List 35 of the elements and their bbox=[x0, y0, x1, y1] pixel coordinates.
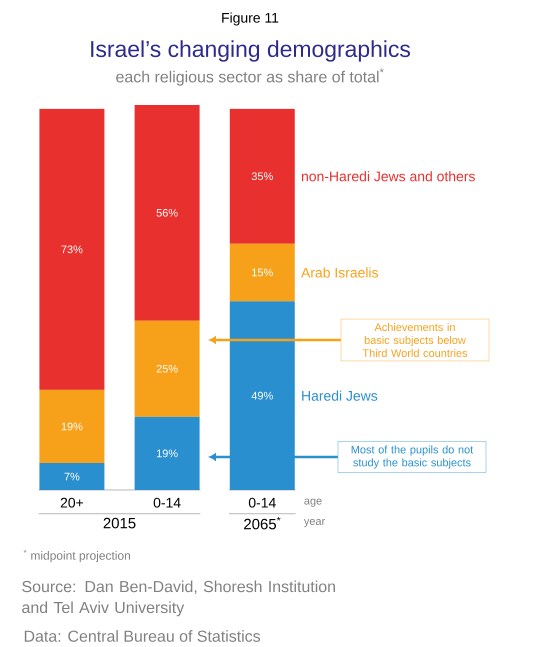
data-label: 25% bbox=[156, 364, 178, 373]
bar bbox=[134, 104, 200, 321]
source-note: Source: Dan Ben-David, Shoresh Institution and Tel Aviv University bbox=[22, 580, 335, 616]
bar bbox=[134, 416, 200, 490]
data-label: 7% bbox=[64, 472, 80, 480]
x-tick-label: 20+ bbox=[60, 498, 84, 508]
data-label: 35% bbox=[252, 172, 273, 180]
data-label: 15% bbox=[252, 268, 273, 276]
data-label: 56% bbox=[156, 208, 178, 217]
bar bbox=[134, 320, 200, 417]
bar bbox=[39, 108, 104, 390]
bar bbox=[39, 463, 104, 490]
data-label: 19% bbox=[62, 422, 82, 430]
x-tick-label: 0-14 bbox=[248, 498, 276, 508]
text: age bbox=[304, 498, 322, 507]
bar bbox=[230, 244, 295, 302]
bar bbox=[39, 390, 104, 464]
chart-title: Israel’s changing demographics bbox=[91, 40, 410, 62]
bar bbox=[230, 108, 295, 244]
text: $^{*}$ midpoint projection bbox=[24, 550, 130, 562]
data-label: 73% bbox=[62, 246, 82, 254]
text: year bbox=[304, 519, 326, 528]
text: 2015 bbox=[104, 518, 136, 528]
text: Data: Central Bureau of Statistics bbox=[24, 630, 260, 642]
text: Achievements in basic subjects below Third World countries bbox=[362, 323, 468, 357]
data-label: 19% bbox=[156, 450, 178, 458]
chart-subtitle: each religious sector as share of total$^{*}$ bbox=[116, 68, 384, 86]
series-label: Haredi Jews bbox=[302, 390, 378, 401]
caption: Figure 11 bbox=[222, 12, 278, 26]
text: 2065$^{*}$ bbox=[244, 516, 281, 530]
series-label: Arab Israelis bbox=[301, 267, 378, 278]
x-tick-label: 0-14 bbox=[154, 498, 181, 508]
data-label: 49% bbox=[252, 392, 273, 400]
series-label: non-Haredi Jews and others bbox=[302, 171, 475, 182]
text: Most of the pupils do not study the basic subjects bbox=[352, 445, 474, 469]
